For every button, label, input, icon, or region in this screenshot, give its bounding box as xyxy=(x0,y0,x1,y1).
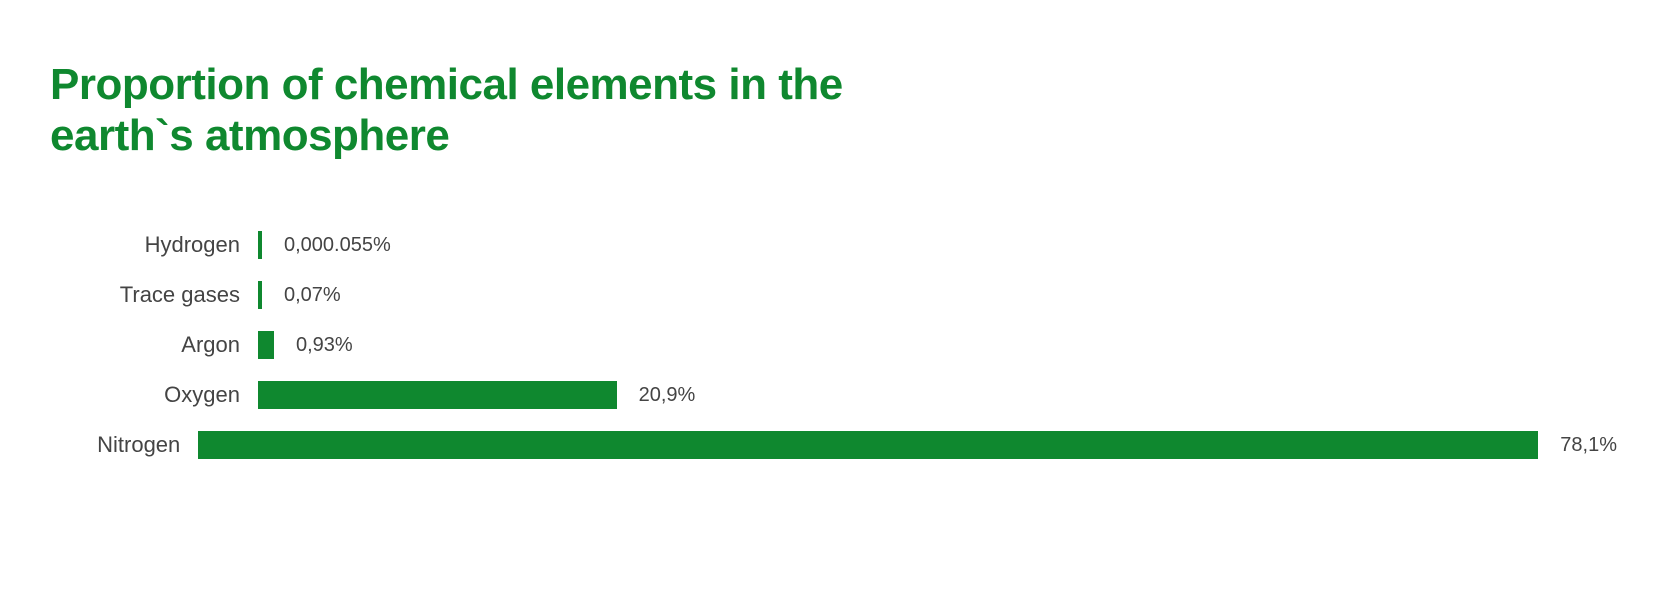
bar-row: Argon 0,93% xyxy=(50,331,1617,359)
category-label: Argon xyxy=(50,332,258,358)
value-label: 0,93% xyxy=(274,334,353,357)
bar xyxy=(258,331,274,359)
bar-row: Hydrogen 0,000.055% xyxy=(50,231,1617,259)
bar-cell: 0,07% xyxy=(258,281,341,309)
bar-cell: 0,000.055% xyxy=(258,231,391,259)
bar-cell: 0,93% xyxy=(258,331,353,359)
value-label: 0,000.055% xyxy=(262,234,391,257)
bar xyxy=(198,431,1538,459)
category-label: Oxygen xyxy=(50,382,258,408)
chart-title: Proportion of chemical elements in the e… xyxy=(50,60,950,161)
bar-row: Trace gases 0,07% xyxy=(50,281,1617,309)
bar-row: Nitrogen 78,1% xyxy=(50,431,1617,459)
bar-cell: 78,1% xyxy=(198,431,1617,459)
value-label: 78,1% xyxy=(1538,434,1617,457)
bar-row: Oxygen 20,9% xyxy=(50,381,1617,409)
page: Proportion of chemical elements in the e… xyxy=(0,0,1667,605)
category-label: Hydrogen xyxy=(50,232,258,258)
bar-cell: 20,9% xyxy=(258,381,695,409)
value-label: 0,07% xyxy=(262,284,341,307)
value-label: 20,9% xyxy=(617,384,696,407)
category-label: Trace gases xyxy=(50,282,258,308)
bar-chart: Hydrogen 0,000.055% Trace gases 0,07% Ar… xyxy=(50,231,1617,459)
category-label: Nitrogen xyxy=(50,432,198,458)
bar xyxy=(258,381,617,409)
